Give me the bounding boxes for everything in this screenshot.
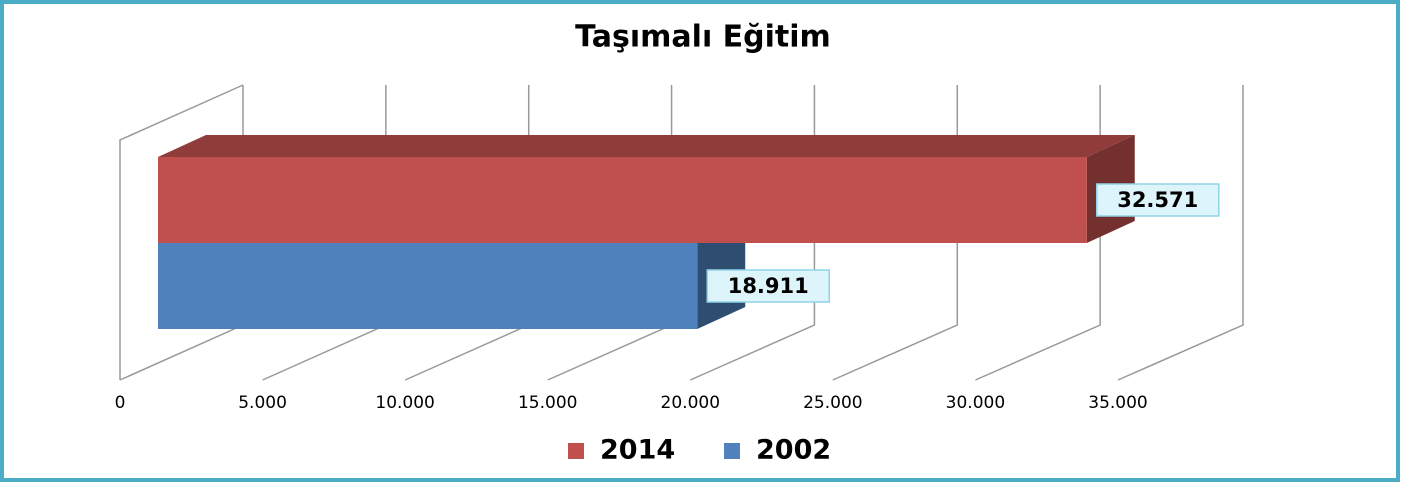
x-tick-label: 0 [115, 393, 126, 413]
data-label-box [1095, 183, 1220, 217]
data-label: 18.911 [728, 274, 809, 298]
x-tick-label: 35.000 [1088, 393, 1147, 413]
x-tick-label: 25.000 [803, 393, 862, 413]
legend-label: 2002 [756, 435, 831, 466]
data-label: 32.571 [1117, 188, 1198, 212]
side-wall [119, 84, 244, 380]
bar-top [158, 135, 1135, 157]
x-tick-label: 5.000 [238, 393, 287, 413]
chart-title: Taşımalı Eğitim [575, 20, 831, 55]
grid-line [1117, 85, 1244, 381]
data-label-box [706, 269, 830, 303]
bar [158, 157, 1087, 243]
bar [158, 243, 698, 329]
x-tick-label: 30.000 [946, 393, 1005, 413]
x-tick-label: 10.000 [375, 393, 434, 413]
legend-label: 2014 [600, 435, 675, 466]
x-tick-label: 15.000 [518, 393, 577, 413]
legend-swatch [724, 443, 740, 459]
legend-swatch [568, 443, 584, 459]
x-tick-label: 20.000 [661, 393, 720, 413]
